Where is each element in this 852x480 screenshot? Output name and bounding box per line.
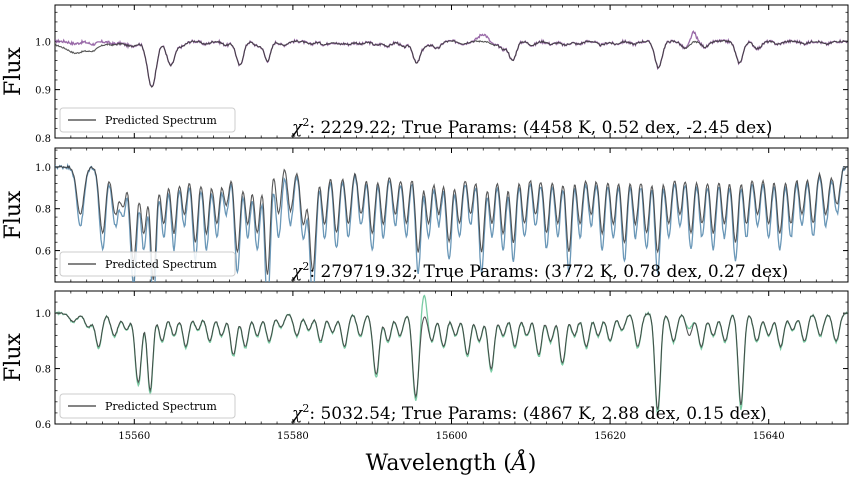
legend-box <box>59 251 236 277</box>
x-tick-label: 15640 <box>753 431 785 442</box>
series-group-bottom <box>55 294 848 415</box>
x-tick-label: 15620 <box>594 431 626 442</box>
panel-bottom: 0.6 0.8 1.0 15560 15580 15600 15620 15640 Flux Pr… <box>1 290 849 442</box>
x-axis-label: Wavelength (Å) <box>366 448 537 476</box>
y-tick-label-middle: 0.8 <box>35 205 51 216</box>
y-tick-label-bottom: 1.0 <box>35 309 51 320</box>
chi-annotation-bottom: χ2: 5032.54; True Params: (4867 K, 2.88 … <box>291 402 767 424</box>
y-axis-label-middle: Flux <box>1 190 26 239</box>
y-axis-label-bottom: Flux <box>1 332 26 381</box>
x-tick-label: 15560 <box>118 431 150 442</box>
legend-top: Predicted Spectrum <box>59 107 236 133</box>
legend-label: Predicted Spectrum <box>105 114 217 127</box>
y-tick-label-bottom: 0.8 <box>35 365 51 376</box>
panel-middle: 0.6 0.8 1.0 Flux Predicted Spectrum χ2: 27971… <box>1 147 849 283</box>
panels: 0.8 0.9 1.0 Flux Predicted Spectrum χ2: 2229.… <box>1 4 849 442</box>
legend-label: Predicted Spectrum <box>105 258 217 271</box>
y-axis-label-top: Flux <box>1 46 26 95</box>
predicted-spectrum-line <box>55 311 848 410</box>
predicted-spectrum-line <box>55 39 848 88</box>
true-spectrum-line <box>55 162 848 282</box>
x-tick-label: 15600 <box>436 431 468 442</box>
panel-top: 0.8 0.9 1.0 Flux Predicted Spectrum χ2: 2229.… <box>1 4 849 145</box>
y-tick-label-middle: 1.0 <box>35 163 51 174</box>
series-group-middle <box>55 162 848 282</box>
series-group-top <box>55 30 848 88</box>
y-tick-label-top: 0.8 <box>35 134 51 145</box>
y-tick-label-top: 1.0 <box>35 37 51 48</box>
y-tick-label-bottom: 0.6 <box>35 420 51 431</box>
x-tick-label: 15580 <box>277 431 309 442</box>
legend-label: Predicted Spectrum <box>105 400 217 413</box>
chi-annotation-middle: χ2: 279719.32; True Params: (3772 K, 0.7… <box>291 260 788 282</box>
y-tick-label-top: 0.9 <box>35 86 51 97</box>
predicted-spectrum-line <box>55 165 848 280</box>
legend-middle: Predicted Spectrum <box>59 251 236 277</box>
legend-box <box>59 393 236 419</box>
chi-annotation-top: χ2: 2229.22; True Params: (4458 K, 0.52 … <box>291 116 772 138</box>
legend-bottom: Predicted Spectrum <box>59 393 236 419</box>
legend-box <box>59 107 236 133</box>
y-tick-label-middle: 0.6 <box>35 247 51 258</box>
